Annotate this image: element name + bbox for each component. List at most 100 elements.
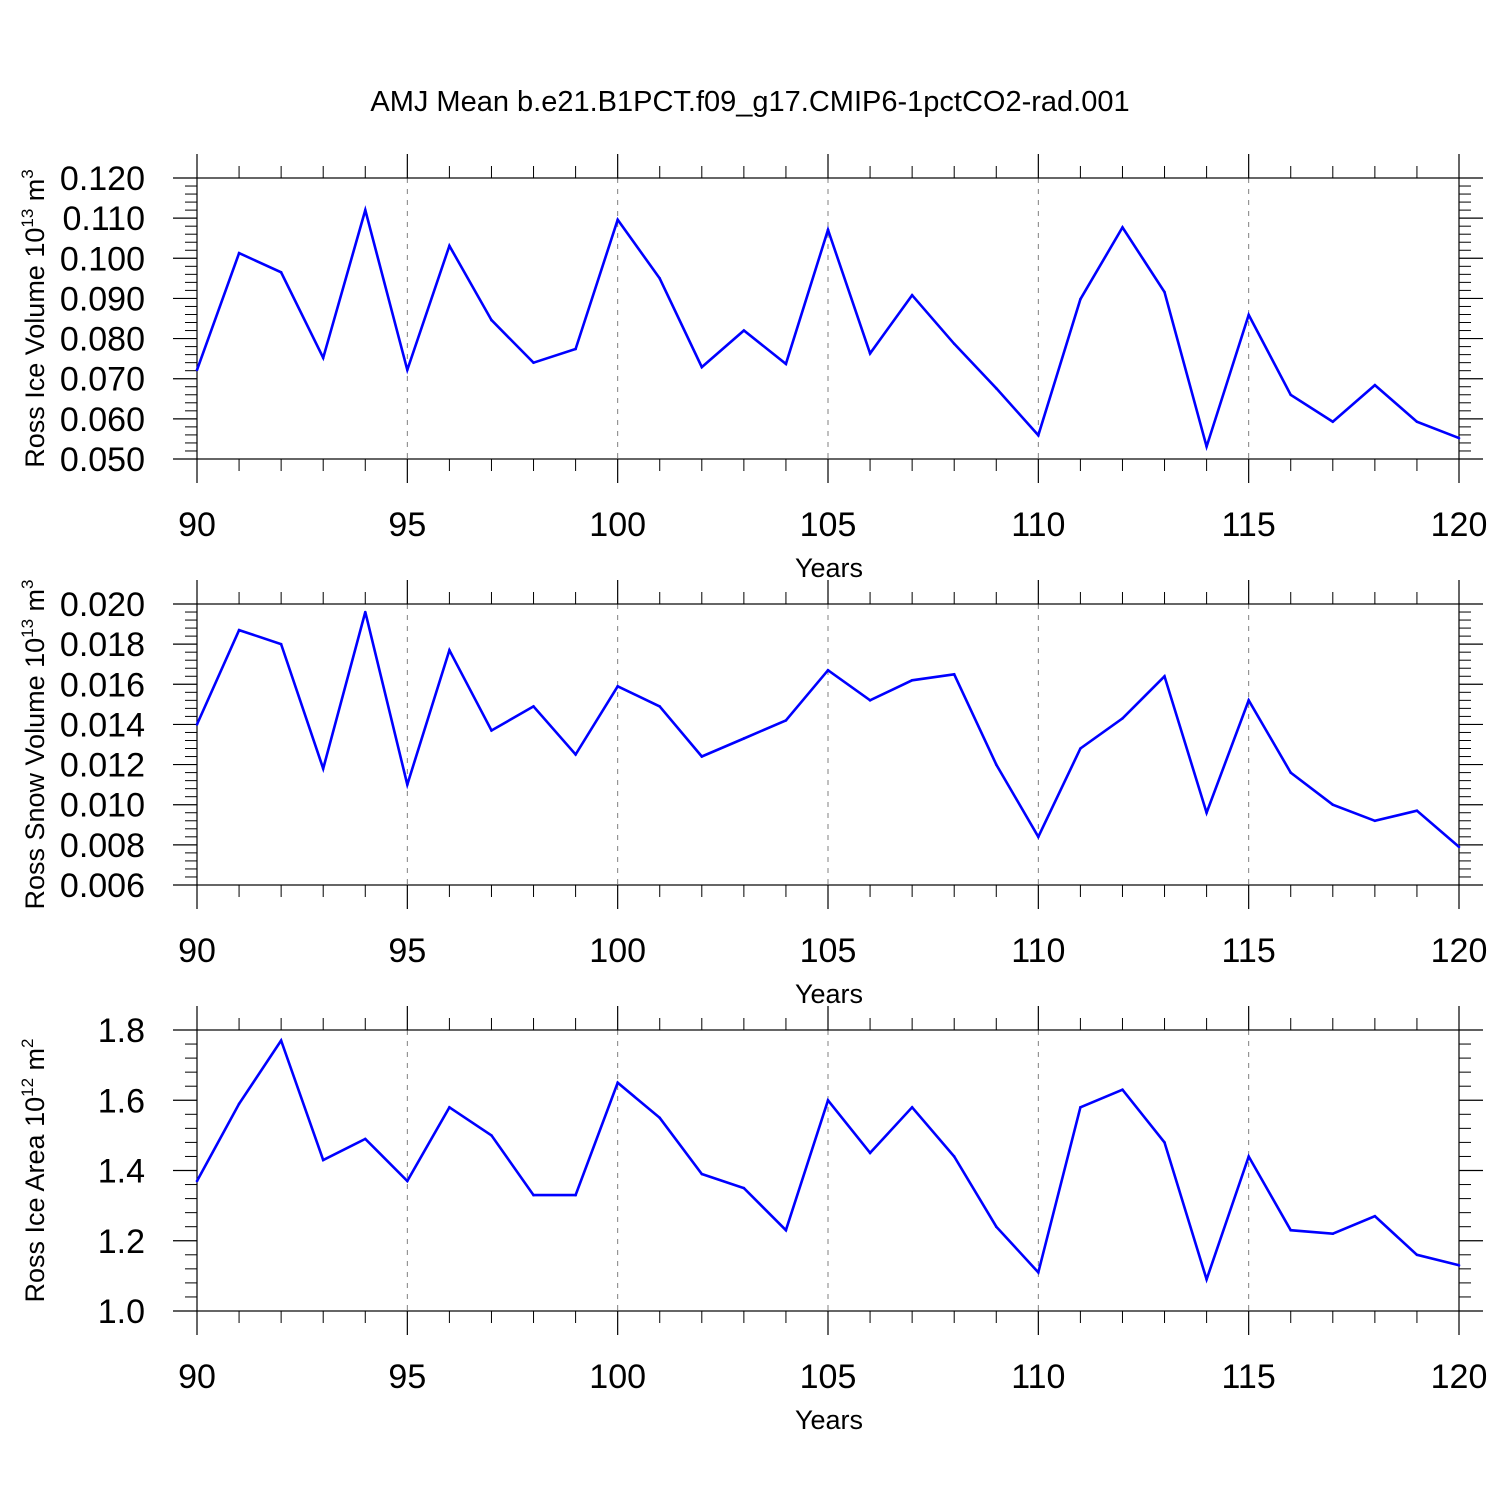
data-point [279, 642, 283, 646]
y-tick-label: 1.2 [98, 1223, 145, 1261]
data-point [1457, 1264, 1461, 1267]
data-point [1163, 290, 1166, 294]
data-point [1415, 420, 1419, 423]
data-point [363, 610, 367, 614]
data-point [910, 1105, 914, 1109]
data-point [826, 228, 830, 232]
data-point [574, 753, 577, 756]
y-tick-label: 0.060 [60, 401, 145, 439]
data-point [1373, 383, 1377, 387]
data-point [1205, 445, 1208, 448]
x-tick-label: 110 [1011, 1358, 1065, 1396]
y-axis-label: Ross Ice Volume 1013 m3 [18, 169, 50, 468]
x-tick-label: 95 [388, 506, 426, 544]
data-point [658, 705, 662, 708]
data-point [1457, 436, 1461, 440]
data-point [321, 767, 325, 770]
data-point [237, 628, 241, 632]
y-tick-label: 0.018 [60, 626, 145, 664]
data-point [490, 1134, 493, 1137]
data-point [1247, 699, 1250, 702]
x-tick-label: 95 [388, 932, 426, 970]
data-point [1121, 1088, 1124, 1092]
data-point [490, 729, 493, 732]
data-point [574, 1193, 577, 1197]
data-point [321, 1158, 325, 1162]
data-point [616, 218, 619, 222]
data-point [1289, 771, 1293, 774]
data-point [658, 277, 662, 280]
y-axis-label-unit-exponent: 2 [18, 1038, 37, 1047]
data-point [1247, 313, 1250, 317]
y-tick-label: 0.090 [60, 280, 145, 318]
data-point [952, 672, 956, 676]
x-tick-label: 100 [589, 506, 646, 544]
data-point [195, 1179, 199, 1183]
plot-frame [196, 603, 1460, 886]
data-point [1331, 420, 1335, 423]
figure-title: AMJ Mean b.e21.B1PCT.f09_g17.CMIP6-1pctC… [370, 86, 1130, 118]
y-axis-label-exponent: 13 [18, 619, 37, 638]
y-tick-label: 0.014 [60, 706, 145, 744]
data-point [784, 1228, 788, 1232]
data-point [1289, 1228, 1293, 1232]
y-tick-label: 0.120 [60, 160, 145, 198]
y-tick-label: 0.020 [60, 586, 145, 624]
data-point [1457, 845, 1461, 849]
data-point [448, 1105, 451, 1109]
y-tick-label: 0.012 [60, 747, 145, 785]
plot-frame [196, 177, 1460, 460]
y-axis-label-text: Ross Ice Area 10 [20, 1097, 50, 1303]
y-axis-label-exponent: 12 [18, 1078, 37, 1097]
data-point [826, 1098, 830, 1102]
data-point [1163, 1141, 1166, 1144]
x-tick-label: 120 [1431, 506, 1488, 544]
data-point [952, 342, 956, 346]
data-point [1289, 393, 1293, 397]
x-tick-label: 105 [800, 1358, 857, 1396]
data-point [574, 347, 577, 351]
data-point [279, 271, 283, 274]
y-axis-label-text: Ross Snow Volume 10 [20, 638, 50, 910]
chart-panel-2: 90 95 100 105 110 115 1200.0060.0080.0100.0120… [18, 579, 1487, 1009]
data-point [279, 1039, 283, 1042]
x-tick-label: 110 [1011, 506, 1065, 544]
y-axis-label: Ross Snow Volume 1013 m3 [18, 579, 50, 909]
y-axis-label-unit: m [20, 179, 50, 209]
data-point [658, 1116, 662, 1120]
data-point [1331, 1232, 1335, 1236]
y-tick-label: 1.4 [98, 1153, 145, 1191]
data-point [952, 1155, 956, 1158]
data-point [1121, 717, 1124, 720]
x-axis-label: Years [795, 979, 863, 1009]
y-axis-label-unit: m [20, 1048, 50, 1078]
data-point [490, 318, 493, 322]
y-axis-label-text: Ross Ice Volume 10 [20, 228, 50, 468]
plot-frame [196, 1029, 1460, 1312]
y-tick-label: 0.016 [60, 666, 145, 704]
data-point [1037, 1271, 1040, 1274]
chart-panel-1: 90 95 100 105 110 115 1200.0500.0600.0700.0800… [18, 154, 1487, 583]
data-point [700, 365, 704, 369]
data-point [1205, 811, 1208, 815]
data-point [1415, 809, 1419, 813]
data-point [616, 684, 619, 688]
data-point [1247, 1155, 1250, 1158]
x-tick-label: 100 [589, 932, 646, 970]
data-point [1037, 835, 1040, 839]
x-tick-label: 120 [1431, 932, 1488, 970]
data-point [784, 362, 788, 366]
data-point [195, 723, 199, 726]
data-point [742, 329, 746, 332]
data-point [448, 244, 451, 248]
y-tick-label: 1.8 [98, 1012, 145, 1050]
x-axis-label: Years [795, 1405, 863, 1435]
data-point [994, 387, 998, 390]
x-tick-label: 100 [589, 1358, 646, 1396]
data-point [700, 755, 704, 758]
chart-panel-3: 90 95 100 105 110 115 120 1.0 1.2 1.4 1.6 1.8 Years R… [18, 1006, 1487, 1435]
data-point [321, 356, 325, 360]
y-axis-label-unit-exponent: 3 [18, 169, 37, 178]
